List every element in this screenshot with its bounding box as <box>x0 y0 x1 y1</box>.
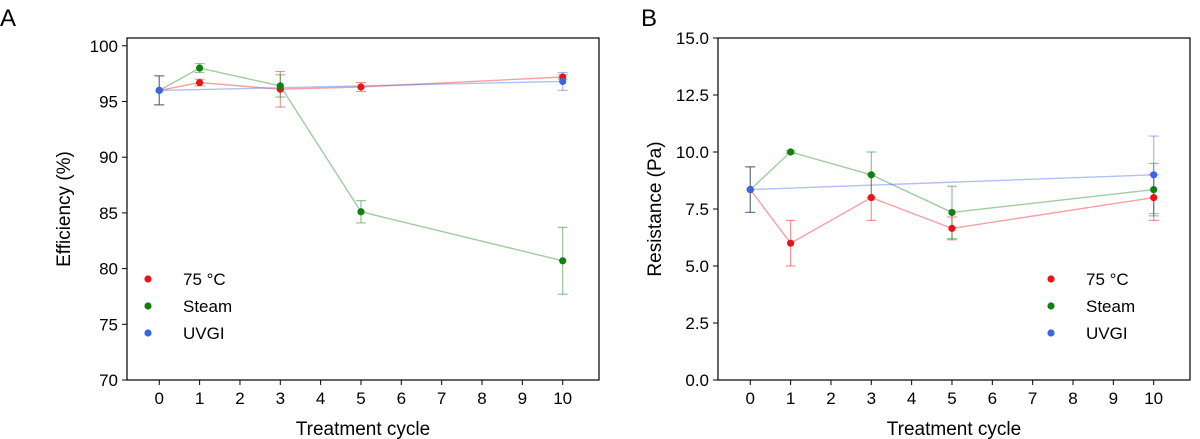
legend-label: Steam <box>183 297 232 316</box>
data-point <box>1150 171 1157 178</box>
y-tick-label: 70 <box>99 371 118 390</box>
data-point <box>357 83 364 90</box>
x-tick-label: 5 <box>356 389 365 408</box>
legend-label: 75 °C <box>1086 270 1129 289</box>
legend-marker <box>144 275 151 282</box>
data-point <box>868 194 875 201</box>
y-axis-label: Resistance (Pa) <box>645 141 666 276</box>
x-tick-label: 2 <box>826 389 835 408</box>
data-point <box>868 171 875 178</box>
x-tick-label: 1 <box>195 389 204 408</box>
y-tick-label: 85 <box>99 204 118 223</box>
x-tick-label: 2 <box>235 389 244 408</box>
panel-b: B 0 1 2 3 4 5 6 7 8 9 10 0.0 2.5 5.0 7.5 10.0 12.5 15.0 Tre… <box>641 5 1190 439</box>
x-axis-label: Treatment cycle <box>887 419 1021 439</box>
x-tick-label: 10 <box>1144 389 1163 408</box>
x-tick-label: 1 <box>786 389 795 408</box>
y-tick-label: 5.0 <box>685 257 709 276</box>
data-point <box>196 79 203 86</box>
x-tick-label: 10 <box>553 389 572 408</box>
data-point <box>948 225 955 232</box>
y-tick-label: 95 <box>99 92 118 111</box>
legend-marker <box>1047 302 1054 309</box>
x-tick-label: 8 <box>1068 389 1077 408</box>
x-tick-label: 4 <box>907 389 916 408</box>
x-tick-label: 5 <box>947 389 956 408</box>
x-tick-label: 4 <box>316 389 325 408</box>
panel-a: A 0 1 2 3 4 5 6 7 8 9 10 70 75 80 85 90 95 100 Treatment cy… <box>0 5 599 439</box>
y-tick-label: 7.5 <box>685 200 709 219</box>
data-point <box>787 240 794 247</box>
y-tick-label: 75 <box>99 315 118 334</box>
legend-label: 75 °C <box>183 270 226 289</box>
y-tick-label: 12.5 <box>676 86 709 105</box>
legend-marker <box>1047 275 1054 282</box>
x-tick-label: 3 <box>276 389 285 408</box>
legend-label: Steam <box>1086 297 1135 316</box>
x-tick-label: 7 <box>437 389 446 408</box>
data-point <box>196 64 203 71</box>
x-axis-label: Treatment cycle <box>296 419 430 439</box>
panel-label: B <box>641 5 657 32</box>
legend-label: UVGI <box>183 324 225 343</box>
x-tick-label: 7 <box>1028 389 1037 408</box>
data-point <box>948 209 955 216</box>
y-tick-label: 10.0 <box>676 143 709 162</box>
x-tick-label: 6 <box>397 389 406 408</box>
figure: A0 1 2 3 4 5 6 7 8 9 10707580859095100Treatment cy… <box>0 0 1200 439</box>
data-point <box>277 82 284 89</box>
legend-marker <box>1047 329 1054 336</box>
legend-label: UVGI <box>1086 324 1128 343</box>
y-axis-label: Efficiency (%) <box>54 151 75 267</box>
y-tick-label: 15.0 <box>676 29 709 48</box>
x-tick-label: 0 <box>746 389 755 408</box>
x-tick-label: 8 <box>477 389 486 408</box>
data-point <box>1150 186 1157 193</box>
y-tick-label: 80 <box>99 260 118 279</box>
y-tick-label: 0.0 <box>685 371 709 390</box>
y-tick-label: 2.5 <box>685 314 709 333</box>
data-point <box>787 148 794 155</box>
legend-marker <box>144 329 151 336</box>
data-point <box>559 257 566 264</box>
series-line <box>159 68 562 261</box>
data-point <box>156 87 163 94</box>
x-tick-label: 9 <box>518 389 527 408</box>
x-tick-label: 3 <box>867 389 876 408</box>
y-tick-label: 90 <box>99 148 118 167</box>
legend: 75 °C Steam UVGI <box>1047 270 1135 343</box>
x-tick-label: 9 <box>1109 389 1118 408</box>
y-tick-label: 100 <box>90 37 118 56</box>
data-point <box>357 208 364 215</box>
legend: 75 °C Steam UVGI <box>144 270 232 343</box>
legend-marker <box>144 302 151 309</box>
data-point <box>1150 194 1157 201</box>
x-tick-label: 0 <box>155 389 164 408</box>
data-point <box>559 78 566 85</box>
x-tick-label: 6 <box>988 389 997 408</box>
data-point <box>747 186 754 193</box>
panel-label: A <box>0 5 16 32</box>
